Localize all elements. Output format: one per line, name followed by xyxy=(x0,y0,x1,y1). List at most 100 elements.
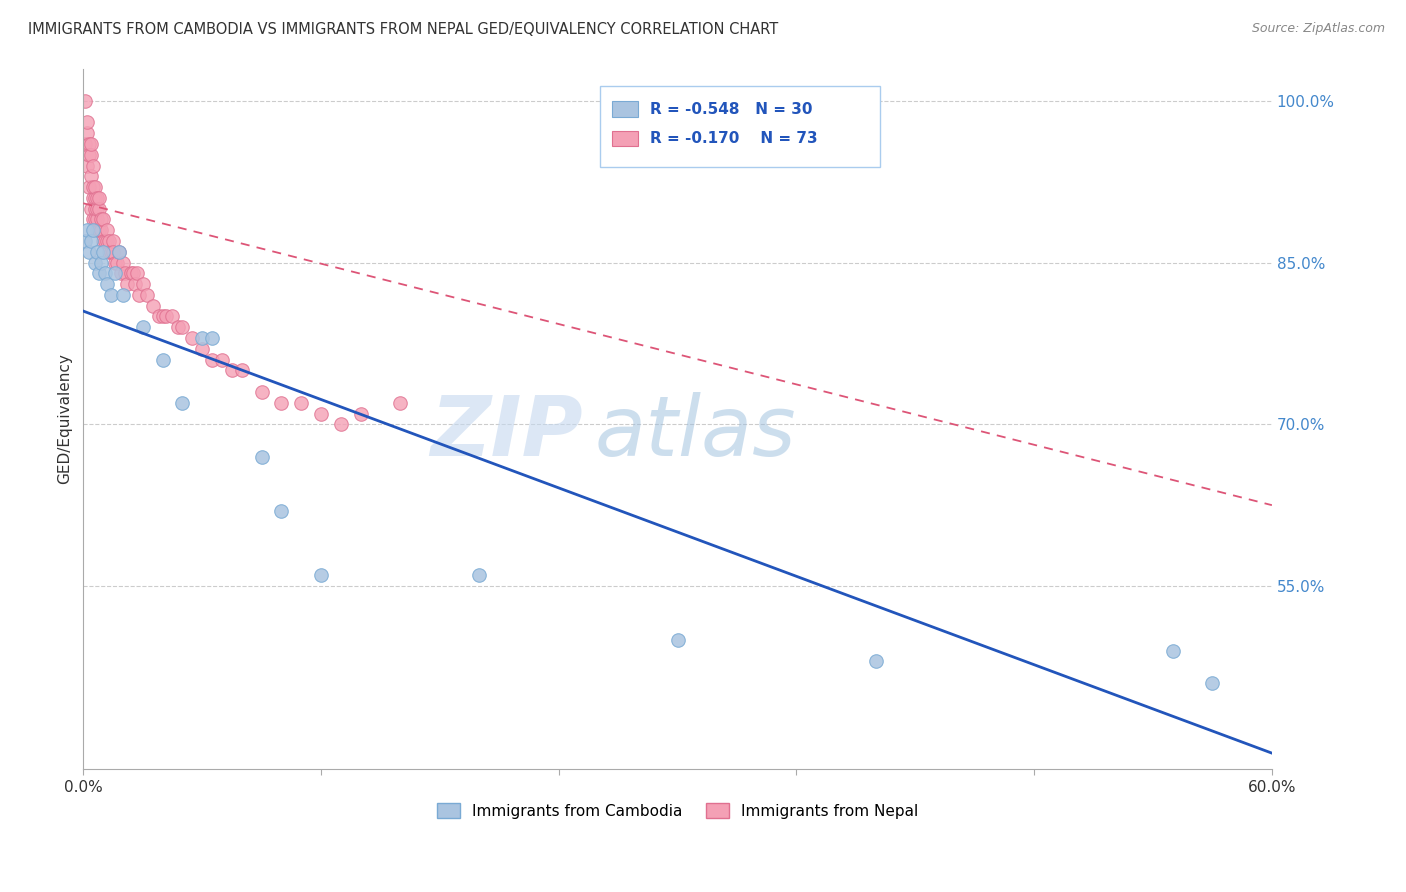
Point xyxy=(76,159,98,173)
Point xyxy=(84,180,107,194)
Point xyxy=(231,363,253,377)
FancyBboxPatch shape xyxy=(612,131,638,146)
Point xyxy=(135,288,157,302)
Point xyxy=(270,503,292,517)
Point xyxy=(77,136,100,151)
Text: ZIP: ZIP xyxy=(430,392,582,474)
Point xyxy=(82,191,104,205)
Point xyxy=(84,191,107,205)
Point xyxy=(191,331,214,345)
Legend: Immigrants from Cambodia, Immigrants from Nepal: Immigrants from Cambodia, Immigrants fro… xyxy=(432,797,924,825)
Point xyxy=(82,212,104,227)
Point xyxy=(666,632,689,647)
Point xyxy=(86,223,108,237)
Point xyxy=(191,342,214,356)
Point xyxy=(290,396,312,410)
Point xyxy=(75,234,97,248)
Point xyxy=(76,126,98,140)
Point xyxy=(80,136,103,151)
Text: R = -0.170    N = 73: R = -0.170 N = 73 xyxy=(650,131,818,146)
Point xyxy=(110,266,132,280)
Point xyxy=(389,396,412,410)
Y-axis label: GED/Equivalency: GED/Equivalency xyxy=(58,353,72,484)
Text: R = -0.548   N = 30: R = -0.548 N = 30 xyxy=(650,102,813,117)
Point xyxy=(309,568,332,582)
Point xyxy=(90,223,112,237)
Point xyxy=(104,255,127,269)
Point xyxy=(155,310,177,324)
Point xyxy=(132,320,155,334)
Point xyxy=(250,384,273,399)
Point xyxy=(152,310,174,324)
Point xyxy=(120,266,142,280)
Point xyxy=(101,234,124,248)
Point xyxy=(100,288,122,302)
FancyBboxPatch shape xyxy=(600,86,880,167)
Point xyxy=(101,244,124,259)
Point xyxy=(77,148,100,162)
Point xyxy=(152,352,174,367)
Point xyxy=(1161,643,1184,657)
Point xyxy=(90,212,112,227)
Point xyxy=(80,148,103,162)
Point xyxy=(250,450,273,464)
Point xyxy=(76,115,98,129)
Point xyxy=(86,212,108,227)
Point xyxy=(86,202,108,216)
Point xyxy=(211,352,233,367)
Point xyxy=(162,310,184,324)
Point xyxy=(329,417,352,432)
Point xyxy=(94,266,117,280)
Point xyxy=(77,180,100,194)
Point xyxy=(82,180,104,194)
Point xyxy=(468,568,491,582)
Point xyxy=(125,266,148,280)
Point xyxy=(115,277,138,292)
Point xyxy=(349,407,371,421)
Point xyxy=(84,255,107,269)
Point xyxy=(89,202,111,216)
Point xyxy=(90,255,112,269)
Point xyxy=(142,299,165,313)
Point xyxy=(84,202,107,216)
Point xyxy=(1201,676,1223,690)
Point xyxy=(124,277,146,292)
Point xyxy=(108,244,131,259)
Text: IMMIGRANTS FROM CAMBODIA VS IMMIGRANTS FROM NEPAL GED/EQUIVALENCY CORRELATION CH: IMMIGRANTS FROM CAMBODIA VS IMMIGRANTS F… xyxy=(28,22,779,37)
Point xyxy=(104,266,127,280)
Point xyxy=(111,288,134,302)
Point xyxy=(114,266,136,280)
Point xyxy=(98,234,121,248)
Point xyxy=(132,277,155,292)
Point xyxy=(309,407,332,421)
Point xyxy=(75,94,97,108)
Point xyxy=(111,255,134,269)
Point xyxy=(80,234,103,248)
Point xyxy=(96,223,118,237)
Point xyxy=(128,288,150,302)
Point xyxy=(80,169,103,184)
Point xyxy=(181,331,204,345)
Point xyxy=(82,159,104,173)
Point xyxy=(84,212,107,227)
Text: Source: ZipAtlas.com: Source: ZipAtlas.com xyxy=(1251,22,1385,36)
Point xyxy=(96,234,118,248)
Point xyxy=(80,202,103,216)
Point xyxy=(75,136,97,151)
Point xyxy=(121,266,143,280)
Point xyxy=(172,396,194,410)
Point xyxy=(77,244,100,259)
Point xyxy=(100,244,122,259)
Point xyxy=(91,244,114,259)
Point xyxy=(96,277,118,292)
FancyBboxPatch shape xyxy=(612,102,638,117)
Point xyxy=(201,331,224,345)
Point xyxy=(86,244,108,259)
Text: atlas: atlas xyxy=(595,392,796,474)
Point xyxy=(172,320,194,334)
Point xyxy=(82,223,104,237)
Point xyxy=(270,396,292,410)
Point xyxy=(221,363,243,377)
Point xyxy=(89,191,111,205)
Point xyxy=(76,223,98,237)
